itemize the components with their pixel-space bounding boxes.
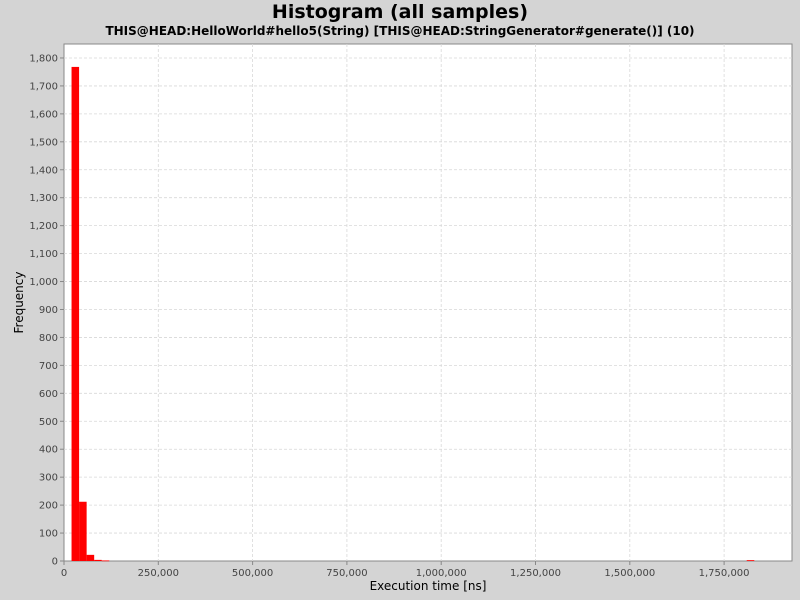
x-tick-label: 500,000 (232, 568, 273, 579)
y-axis-label: Frequency (12, 272, 26, 334)
y-tick-label: 500 (39, 417, 58, 428)
y-tick-label: 100 (39, 529, 58, 540)
x-tick-label: 0 (61, 568, 67, 579)
y-tick-label: 1,800 (29, 53, 58, 64)
plot-area (63, 43, 793, 562)
x-axis: 0 250,000 500,000 750,000 1,000,000 1,250,000… (61, 561, 750, 579)
y-tick-label: 1,600 (29, 109, 58, 120)
histogram-bar (101, 560, 110, 562)
grid-lines (64, 44, 792, 561)
y-tick-label: 900 (39, 305, 58, 316)
y-tick-label: 700 (39, 361, 58, 372)
chart-subtitle: THIS@HEAD:HelloWorld#hello5(String) [THI… (105, 24, 695, 38)
chart-title: Histogram (all samples) (271, 1, 529, 23)
x-tick-label: 750,000 (326, 568, 367, 579)
histogram-bars (71, 66, 755, 562)
y-tick-label: 1,400 (29, 165, 58, 176)
histogram-bar (71, 66, 80, 561)
y-tick-label: 200 (39, 501, 58, 512)
x-axis-label: Execution time [ns] (370, 579, 487, 593)
y-tick-label: 1,200 (29, 221, 58, 232)
y-tick-label: 1,000 (29, 277, 58, 288)
x-tick-label: 1,750,000 (699, 568, 750, 579)
histogram-bar (79, 501, 87, 561)
y-tick-label: 1,700 (29, 81, 58, 92)
y-tick-label: 600 (39, 389, 58, 400)
y-tick-label: 1,100 (29, 249, 58, 260)
histogram-bar (94, 559, 102, 561)
histogram-bar (86, 554, 95, 561)
y-tick-label: 0 (52, 557, 58, 568)
y-tick-label: 300 (39, 473, 58, 484)
histogram-bar (746, 560, 755, 561)
y-tick-label: 1,300 (29, 193, 58, 204)
y-tick-label: 400 (39, 445, 58, 456)
y-tick-label: 1,500 (29, 137, 58, 148)
x-tick-label: 250,000 (138, 568, 179, 579)
y-axis: 0 100 200 300 400 500 600 700 800 900 1,000 1,100 1,… (29, 53, 64, 568)
x-tick-label: 1,500,000 (604, 568, 655, 579)
x-tick-label: 1,250,000 (510, 568, 561, 579)
x-tick-label: 1,000,000 (416, 568, 467, 579)
y-tick-label: 800 (39, 333, 58, 344)
